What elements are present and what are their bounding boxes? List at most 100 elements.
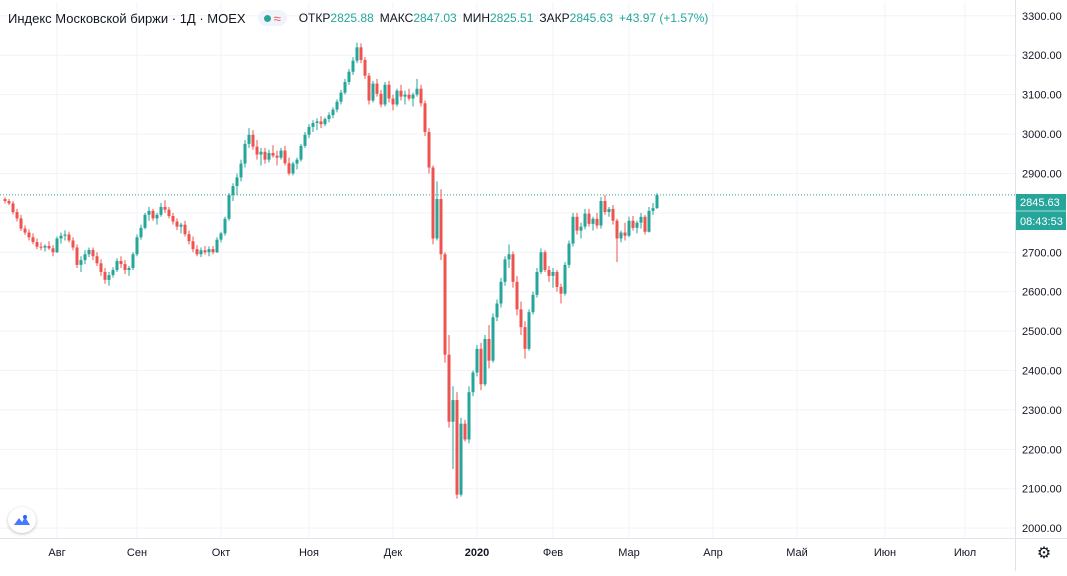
x-tick-label: Июн [874,547,896,559]
candle-body [331,109,335,116]
candle-body [511,254,515,282]
candle-body [411,94,415,99]
candle-body [239,163,243,178]
candle-body [407,94,411,99]
candle-body [243,143,247,164]
chart-legend: Индекс Московской биржи · 1Д · MOEX ≈ ОТ… [8,9,708,27]
candle-body [291,163,295,174]
status-badge[interactable]: ≈ [257,10,287,26]
candle-body [295,159,299,164]
candle-body [195,249,199,255]
x-tick-label: Авг [48,547,65,559]
candle-body [323,119,327,125]
price-tag-countdown: 08:43:53 [1020,216,1063,228]
candle-body [203,250,207,253]
x-tick-label: Май [786,547,808,559]
candle-body [55,238,59,253]
candle-body [627,220,631,236]
candle-body [391,98,395,105]
candle-body [215,239,219,253]
candle-body [587,213,591,224]
candle-body [423,103,427,133]
candle-body [171,216,175,222]
candle-body [431,167,435,239]
candle-body [135,237,139,255]
candle-body [39,246,43,248]
candle-body [351,60,355,72]
y-tick-label: 2900.00 [1022,168,1062,180]
candle-body [427,132,431,168]
candle-body [27,232,31,238]
candle-body [647,210,651,232]
candle-body [563,264,567,294]
candle-body [535,271,539,295]
candle-body [327,115,331,120]
x-tick-label: Ноя [299,547,319,559]
candle-body [339,92,343,102]
candle-body [151,210,155,219]
candle-body [571,216,575,244]
symbol-title[interactable]: Индекс Московской биржи · 1Д · MOEX [8,10,246,26]
candle-body [463,423,467,440]
candle-body [283,150,287,164]
candle-body [527,312,531,349]
candle-body [455,400,459,495]
candle-body [359,47,363,60]
candle-body [103,271,107,280]
x-tick-label: Мар [618,547,640,559]
logo-mark [14,515,30,525]
candle-body [307,126,311,135]
candle-body [367,75,371,101]
candle-body [51,248,55,253]
dot-icon [263,14,271,22]
candle-body [371,83,375,101]
candle-body [87,249,91,255]
x-tick-label: Апр [703,547,722,559]
candle-body [251,134,255,147]
candle-body [159,206,163,215]
candle-body [467,392,471,440]
candle-body [115,260,119,270]
candle-body [619,232,623,239]
y-tick-label: 2100.00 [1022,484,1062,496]
change-value: +43.97 (+1.57%) [619,11,709,25]
candle-body [287,163,291,174]
candle-body [47,245,51,249]
candle-body [643,216,647,232]
open-value: 2825.88 [330,11,374,25]
candle-body [83,254,87,261]
candle-body [387,84,391,99]
candle-body [19,218,23,229]
candle-body [579,226,583,231]
candle-body [419,88,423,104]
open-label: ОТКР [298,11,331,25]
candle-body [631,220,635,228]
y-tick-label: 2500.00 [1022,326,1062,338]
candle-body [539,252,543,272]
candle-body [303,134,307,146]
candle-body [443,254,447,355]
candle-body [91,249,95,257]
candle-body [375,83,379,94]
candle-body [363,59,367,76]
candle-body [15,212,19,219]
candle-body [275,155,279,158]
candle-body [551,271,555,276]
candle-body [531,294,535,313]
candle-body [651,208,655,211]
candle-body [395,90,399,105]
candle-body [515,281,519,310]
candle-body [247,134,251,144]
y-tick-label: 3300.00 [1022,11,1062,23]
candle-body [163,206,167,210]
candle-body [399,90,403,97]
y-tick-label: 2200.00 [1022,444,1062,456]
candle-body [479,348,483,385]
price-tag-value: 2845.63 [1020,197,1060,209]
tradingview-logo-icon[interactable] [8,507,36,533]
wave-icon: ≈ [273,10,281,26]
candle-body [343,82,347,93]
gear-icon[interactable]: ⚙ [1036,545,1052,562]
